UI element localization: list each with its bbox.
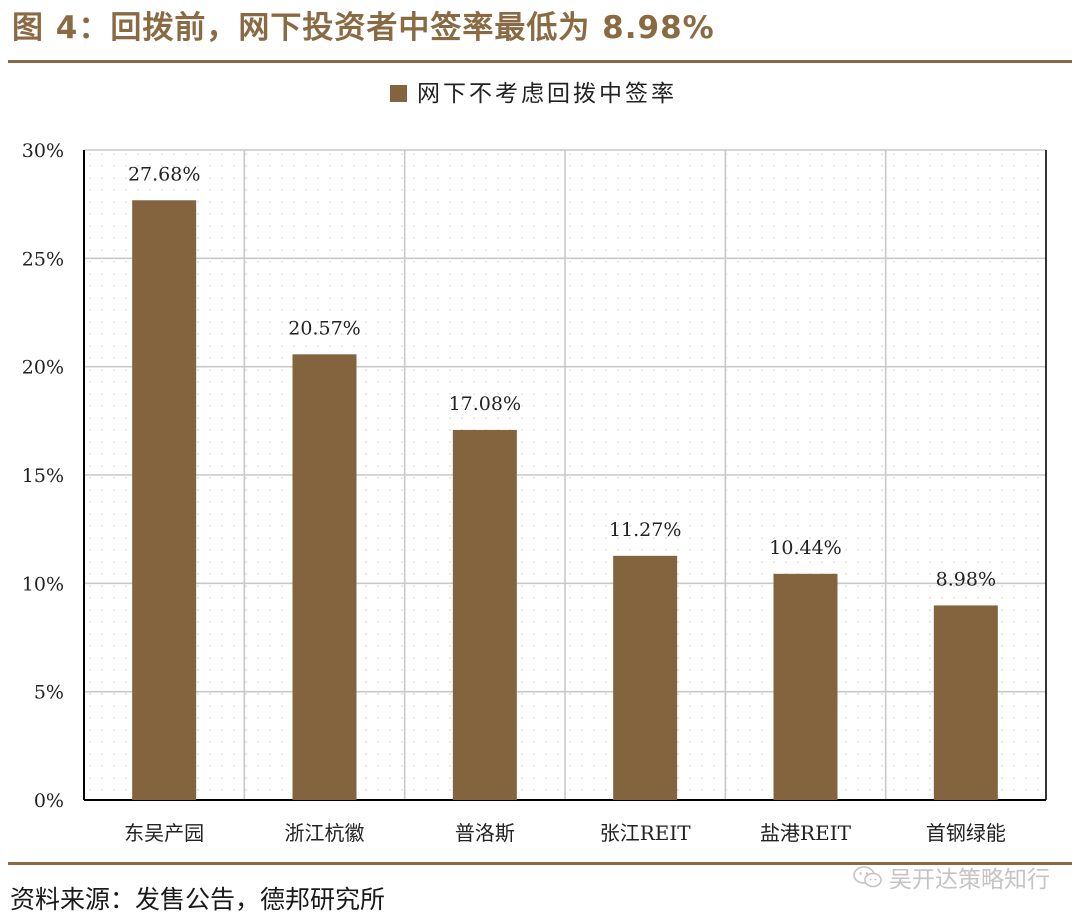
figure-title: 图 4：回拨前，网下投资者中签率最低为 8.98% [12,10,715,46]
watermark-text: 吴开达策略知行 [889,867,1050,893]
y-tick-label: 15% [22,465,64,487]
y-tick-label: 0% [34,790,64,812]
y-tick-label: 20% [22,357,64,379]
x-tick-label: 首钢绿能 [926,821,1006,845]
y-tick-label: 30% [22,140,64,162]
x-tick-label: 浙江杭徽 [285,821,365,845]
x-tick-label: 东吴产园 [124,821,204,845]
data-label: 27.68% [128,163,200,185]
x-tick-label: 普洛斯 [455,821,515,845]
x-tick-label: 张江REIT [600,821,692,845]
data-label: 10.44% [769,537,841,559]
legend-swatch [390,85,407,102]
wechat-icon [853,866,882,888]
top-rule [8,60,1072,63]
bar [773,573,838,800]
x-axis-tick-labels: 东吴产园 浙江杭徽 普洛斯 张江REIT 盐港REIT 首钢绿能 [124,821,1006,845]
watermark: 吴开达策略知行 [853,860,1050,894]
y-tick-label: 10% [22,573,64,595]
bar [933,605,998,800]
bar [132,200,197,800]
x-tick-label: 盐港REIT [760,821,852,845]
gridlines [83,149,1047,801]
source-note: 资料来源：发售公告，德邦研究所 [10,885,386,914]
bar [292,354,357,800]
data-label: 17.08% [449,393,521,415]
legend: 网下不考虑回拨中签率 [390,81,677,107]
data-label: 20.57% [288,317,360,339]
y-axis-tick-labels: 0% 5% 10% 15% 20% 25% 30% [22,140,64,812]
bar-chart: 网下不考虑回拨中签率 0% 5% 10% 15% 20% 25% 30% 东吴产园 浙江杭徽 普… [22,81,1047,845]
y-tick-label: 25% [22,248,64,270]
data-label: 8.98% [936,568,996,590]
bar [452,429,517,800]
bar [613,555,678,800]
data-label: 11.27% [609,519,681,541]
bottom-rule [8,862,1072,865]
legend-label: 网下不考虑回拨中签率 [417,81,677,107]
y-tick-label: 5% [34,682,64,704]
data-labels: 27.68% 20.57% 17.08% 11.27% 10.44% 8.98% [128,163,996,590]
bars [132,200,998,800]
